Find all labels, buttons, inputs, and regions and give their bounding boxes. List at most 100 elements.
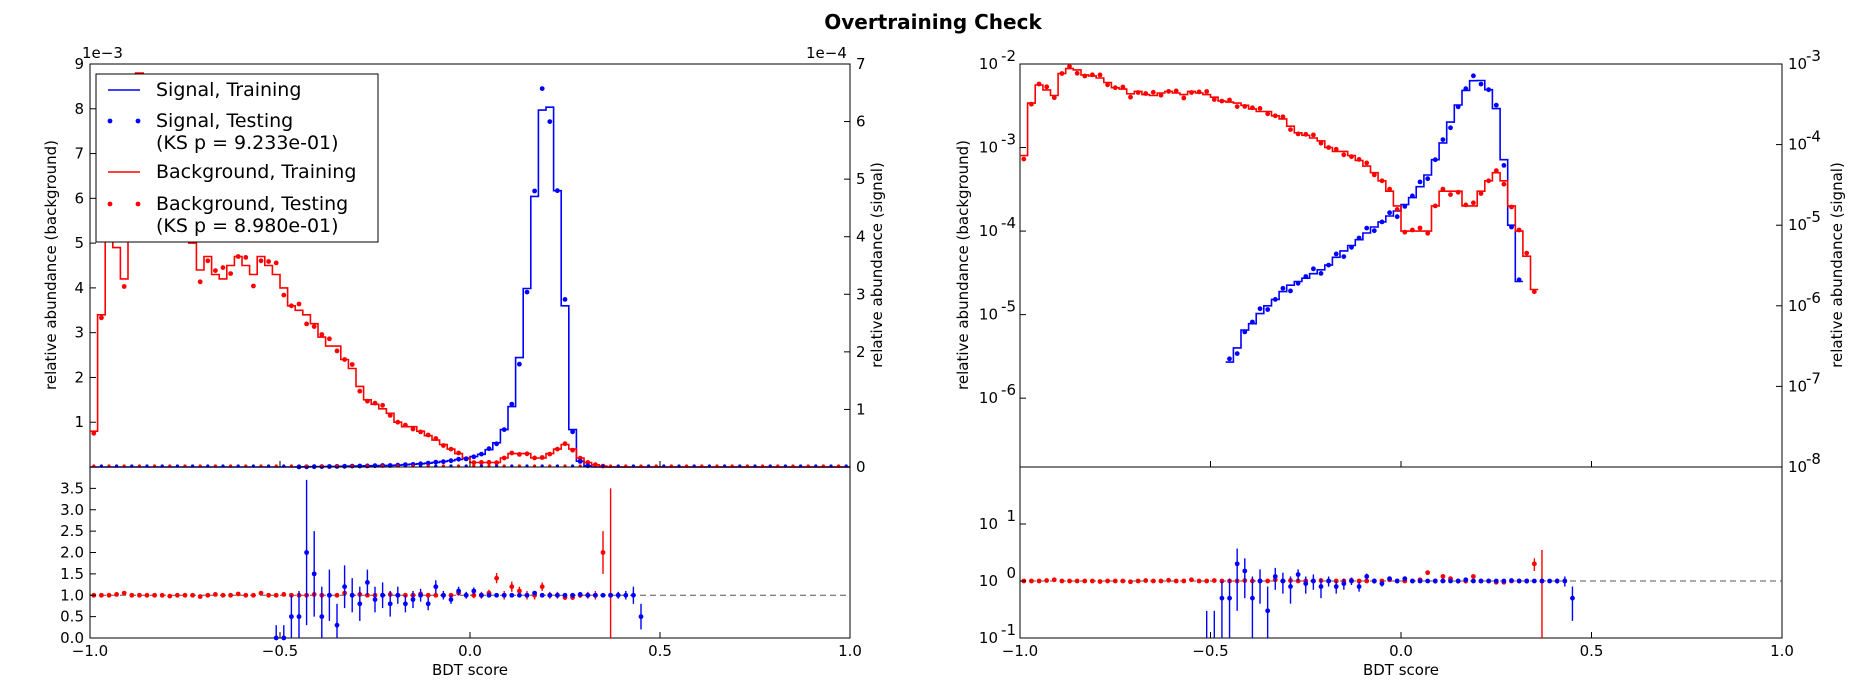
background-testing-point	[319, 332, 325, 337]
right-ratio-ratio-point	[1211, 578, 1217, 583]
signal-testing-point-log	[1250, 319, 1255, 325]
background-testing-point-log	[1051, 95, 1057, 101]
background-testing-point	[213, 268, 218, 273]
x-tick-label: −0.5	[1192, 642, 1228, 660]
background-testing-point	[562, 441, 568, 447]
right-ratio-ratio-point	[1547, 578, 1552, 584]
signal-testing-point	[486, 446, 492, 452]
legend-entry-ks: (KS p = 9.233e-01)	[156, 132, 339, 154]
background-testing-point-log	[1029, 101, 1034, 107]
right-ratio-ratio-point	[1379, 581, 1385, 587]
left-ratio-ratio-point	[159, 592, 165, 598]
right-y-tick-label: 7	[856, 55, 866, 73]
signal-testing-point-log	[1288, 288, 1293, 294]
left-ratio-ratio-point	[600, 592, 606, 598]
x-axis-label: BDT score	[432, 661, 508, 679]
right-ratio-ratio-point	[1173, 578, 1179, 584]
left-ratio-ratio-point	[517, 588, 522, 594]
left-ratio-ratio-point	[517, 592, 522, 598]
background-testing-point	[471, 460, 477, 465]
left-ratio-ratio-point	[608, 592, 613, 598]
right-ratio-ratio-point	[1219, 595, 1225, 601]
right-ratio-y-tick-label: 10	[979, 629, 998, 647]
right-ratio-y-tick-label: 10	[979, 572, 998, 590]
left-ratio-y-tick-label: 0.0	[60, 629, 84, 647]
background-testing-point	[91, 430, 97, 436]
right-y-tick-label: 4	[856, 228, 866, 246]
right-y-tick-label: 2	[856, 343, 866, 361]
background-testing-point	[585, 460, 591, 465]
left-ratio-y-tick-label: 2.5	[60, 522, 84, 540]
signal-testing-point	[577, 459, 583, 464]
right-main-right-y-tick-label: 10	[1788, 216, 1807, 234]
right-ratio-ratio-point	[1524, 578, 1530, 584]
background-testing-point-log	[1265, 111, 1271, 117]
right-ratio-ratio-point	[1364, 574, 1370, 579]
left-ratio-ratio-point	[311, 571, 317, 577]
background-testing-point-log	[1402, 229, 1408, 235]
right-ratio-ratio-point	[1554, 578, 1560, 584]
left-y-tick-label: 7	[74, 145, 84, 163]
signal-testing-point	[463, 456, 469, 462]
signal-testing-point	[494, 441, 499, 447]
right-ratio-ratio-point	[1387, 576, 1392, 582]
background-testing-point	[395, 419, 401, 425]
signal-testing-point	[433, 459, 439, 465]
signal-testing-point	[441, 459, 446, 465]
background-testing-point	[509, 450, 515, 456]
right-ratio-ratio-point	[1394, 578, 1400, 584]
signal-training-line-log	[1225, 79, 1523, 363]
legend-point-swatch	[107, 118, 113, 124]
x-tick-label: 1.0	[838, 642, 862, 660]
right-ratio-y-tick-exp: 0	[1006, 564, 1016, 582]
left-ratio-ratio-point	[623, 592, 629, 598]
left-ratio-ratio-point	[471, 588, 477, 594]
right-main-right-y-axis-label: relative abundance (signal)	[1828, 162, 1846, 368]
right-y-axis-label: relative abundance (signal)	[868, 162, 886, 368]
right-ratio-ratio-point	[1501, 578, 1507, 584]
right-ratio-ratio-point	[1448, 578, 1453, 584]
signal-testing-point-log	[1257, 306, 1263, 312]
background-testing-point	[524, 451, 530, 457]
left-ratio-ratio-point	[144, 592, 150, 598]
right-ratio-ratio-point	[1478, 578, 1484, 584]
left-ratio-ratio-point	[106, 592, 112, 598]
left-ratio-ratio-point	[395, 592, 401, 598]
signal-testing-point	[517, 361, 522, 367]
right-ratio-ratio-point	[1143, 578, 1149, 583]
right-ratio-axes-frame	[1019, 466, 1783, 639]
left-ratio-ratio-point	[175, 592, 180, 598]
background-testing-point	[532, 455, 537, 461]
background-testing-point	[121, 284, 127, 289]
background-testing-point-log	[1059, 71, 1065, 76]
right-ratio-ratio-point	[1272, 574, 1278, 579]
left-y-tick-label: 4	[74, 279, 84, 297]
right-ratio-ratio-point	[1196, 578, 1202, 584]
background-testing-point-log	[1432, 203, 1438, 209]
right-y-tick-label: 0	[856, 458, 866, 476]
left-ratio-y-tick-label: 1.0	[60, 586, 84, 604]
background-testing-point-log	[1082, 73, 1088, 79]
signal-testing-point	[524, 289, 530, 295]
background-testing-point	[570, 447, 575, 453]
background-testing-point	[380, 402, 385, 408]
background-testing-point	[235, 254, 241, 259]
left-y-offset: 1e−3	[82, 44, 123, 62]
right-ratio-ratio-point	[1356, 584, 1362, 589]
right-main-right-y-tick-exp: -4	[1806, 128, 1821, 146]
background-testing-point	[456, 450, 461, 456]
signal-testing-point-log	[1516, 277, 1522, 283]
background-testing-point-log	[1303, 131, 1309, 137]
signal-testing-point-log	[1295, 280, 1301, 286]
background-testing-point-log	[1166, 89, 1171, 94]
background-testing-point-log	[1120, 84, 1126, 90]
left-ratio-ratio-point	[600, 550, 606, 555]
right-main-left-y-tick-label: 10	[979, 306, 998, 324]
background-testing-point-log	[1326, 145, 1331, 150]
left-ratio-ratio-point	[349, 592, 355, 598]
signal-testing-point-log	[1440, 137, 1446, 143]
left-ratio-ratio-point	[494, 575, 499, 581]
left-ratio-ratio-point	[152, 592, 158, 598]
right-ratio-ratio-point	[1356, 578, 1362, 584]
background-testing-point-log	[1356, 157, 1362, 162]
